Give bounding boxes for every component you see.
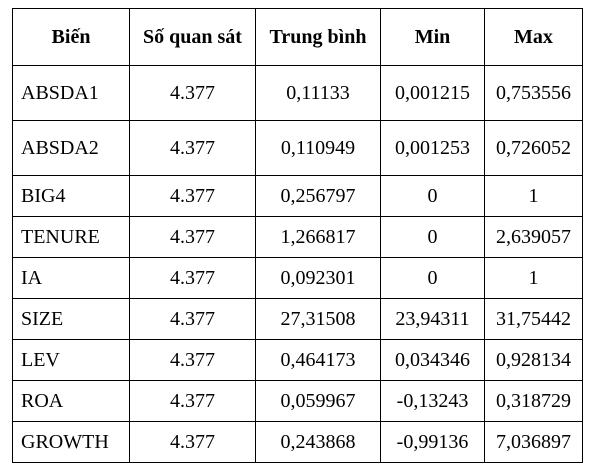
- cell-observations: 4.377: [129, 65, 256, 121]
- cell-observations: 4.377: [129, 257, 256, 299]
- cell-variable: GROWTH: [12, 421, 130, 463]
- cell-observations: 4.377: [129, 175, 256, 217]
- cell-max: 1: [484, 257, 583, 299]
- table-row: ABSDA2 4.377 0,110949 0,001253 0,726052: [12, 120, 583, 176]
- cell-min: 0,001215: [380, 65, 485, 121]
- cell-min: 0: [380, 257, 485, 299]
- header-variable: Biến: [12, 8, 130, 66]
- table-row: LEV 4.377 0,464173 0,034346 0,928134: [12, 339, 583, 381]
- cell-mean: 0,059967: [255, 380, 381, 422]
- header-max: Max: [484, 8, 583, 66]
- table-row: GROWTH 4.377 0,243868 -0,99136 7,036897: [12, 421, 583, 463]
- cell-max: 0,318729: [484, 380, 583, 422]
- cell-mean: 0,256797: [255, 175, 381, 217]
- cell-variable: LEV: [12, 339, 130, 381]
- cell-mean: 0,11133: [255, 65, 381, 121]
- descriptive-statistics-table: Biến Số quan sát Trung bình Min Max ABSD…: [12, 8, 583, 463]
- cell-observations: 4.377: [129, 298, 256, 340]
- cell-max: 0,753556: [484, 65, 583, 121]
- table-row: BIG4 4.377 0,256797 0 1: [12, 175, 583, 217]
- cell-observations: 4.377: [129, 216, 256, 258]
- header-mean: Trung bình: [255, 8, 381, 66]
- table-row: TENURE 4.377 1,266817 0 2,639057: [12, 216, 583, 258]
- cell-max: 0,928134: [484, 339, 583, 381]
- cell-mean: 0,243868: [255, 421, 381, 463]
- cell-mean: 0,464173: [255, 339, 381, 381]
- cell-max: 0,726052: [484, 120, 583, 176]
- cell-observations: 4.377: [129, 120, 256, 176]
- cell-observations: 4.377: [129, 421, 256, 463]
- cell-mean: 1,266817: [255, 216, 381, 258]
- cell-min: -0,99136: [380, 421, 485, 463]
- cell-variable: IA: [12, 257, 130, 299]
- table-row: IA 4.377 0,092301 0 1: [12, 257, 583, 299]
- cell-variable: SIZE: [12, 298, 130, 340]
- table-row: ROA 4.377 0,059967 -0,13243 0,318729: [12, 380, 583, 422]
- cell-variable: ABSDA1: [12, 65, 130, 121]
- cell-mean: 0,110949: [255, 120, 381, 176]
- cell-min: -0,13243: [380, 380, 485, 422]
- cell-variable: TENURE: [12, 216, 130, 258]
- cell-observations: 4.377: [129, 380, 256, 422]
- cell-mean: 27,31508: [255, 298, 381, 340]
- cell-observations: 4.377: [129, 339, 256, 381]
- cell-max: 31,75442: [484, 298, 583, 340]
- cell-min: 0: [380, 216, 485, 258]
- cell-min: 23,94311: [380, 298, 485, 340]
- cell-variable: ROA: [12, 380, 130, 422]
- cell-max: 1: [484, 175, 583, 217]
- header-min: Min: [380, 8, 485, 66]
- cell-variable: BIG4: [12, 175, 130, 217]
- table-row: SIZE 4.377 27,31508 23,94311 31,75442: [12, 298, 583, 340]
- cell-variable: ABSDA2: [12, 120, 130, 176]
- cell-max: 7,036897: [484, 421, 583, 463]
- cell-mean: 0,092301: [255, 257, 381, 299]
- table-row: ABSDA1 4.377 0,11133 0,001215 0,753556: [12, 65, 583, 121]
- cell-max: 2,639057: [484, 216, 583, 258]
- cell-min: 0,034346: [380, 339, 485, 381]
- cell-min: 0,001253: [380, 120, 485, 176]
- cell-min: 0: [380, 175, 485, 217]
- header-row: Biến Số quan sát Trung bình Min Max: [12, 8, 583, 66]
- header-observations: Số quan sát: [129, 8, 256, 66]
